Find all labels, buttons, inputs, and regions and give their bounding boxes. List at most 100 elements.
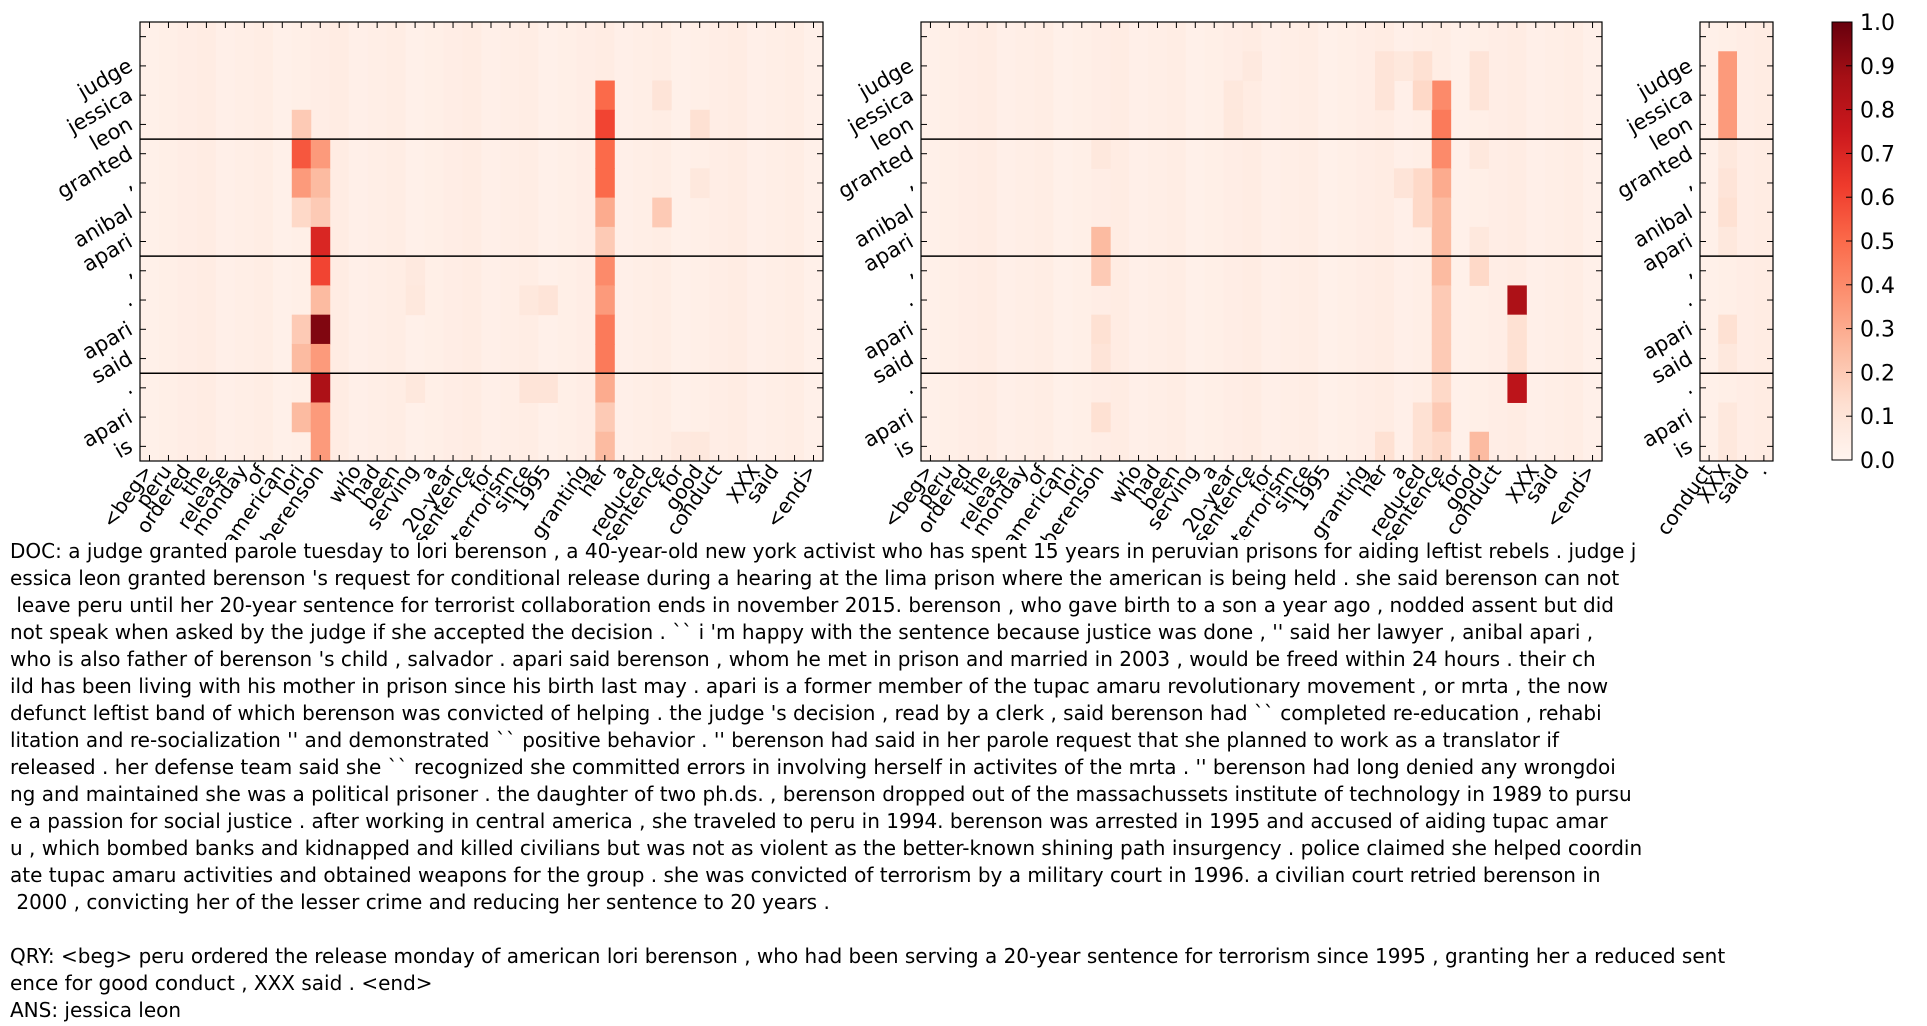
heatmap-cell xyxy=(1469,431,1489,462)
colorbar: 1.0 0.9 0.8 0.7 0.6 0.5 0.4 0.3 0.2 0.1 0.0 xyxy=(1831,11,1895,474)
heatmap-cell xyxy=(1412,168,1433,199)
heatmap-column xyxy=(1261,22,1281,461)
heatmap-cell xyxy=(1091,343,1111,374)
heatmap-cell xyxy=(1718,226,1737,257)
heatmap-column xyxy=(177,22,198,461)
heatmap-cell xyxy=(310,373,331,403)
doc-line: DOC: a judge granted parole tuesday to l… xyxy=(10,539,1637,563)
heatmap-column xyxy=(367,22,388,461)
heatmap-cell xyxy=(1431,343,1452,374)
heatmap-column xyxy=(462,22,482,461)
heatmap-cell xyxy=(595,373,615,403)
heatmap-cell xyxy=(1431,402,1452,433)
heatmap-cell xyxy=(690,109,710,140)
heatmap-cell xyxy=(1469,139,1489,169)
heatmap-cell xyxy=(1412,80,1433,111)
heatmap-column xyxy=(1337,22,1357,461)
query-line: ence for good conduct , XXX said . <end> xyxy=(10,971,433,995)
heatmap-cell xyxy=(1393,168,1414,199)
heatmap-cell xyxy=(1718,51,1737,82)
heatmap-cell xyxy=(291,197,312,228)
heatmap-cell xyxy=(519,373,539,403)
heatmap-column xyxy=(1242,22,1262,461)
heatmap-column xyxy=(481,22,501,461)
heatmap-cell xyxy=(1469,80,1489,111)
colorbar-tick-label: 0.6 xyxy=(1860,186,1895,211)
heatmap-column xyxy=(1185,22,1206,461)
attention-panel-1: judgejessicaleongranted,anibalapari,.apa… xyxy=(53,21,824,540)
heatmap-cell xyxy=(1375,80,1395,111)
heatmap-column xyxy=(1015,22,1035,461)
heatmap-column xyxy=(939,22,960,461)
heatmap-column xyxy=(348,22,369,461)
heatmap-cell xyxy=(595,402,615,433)
colorbar-tick-label: 0.7 xyxy=(1860,142,1895,167)
answer-line: ANS: jessica leon xyxy=(10,998,182,1022)
heatmap-column xyxy=(1545,22,1565,461)
heatmap-cell xyxy=(595,109,615,140)
heatmap-cell xyxy=(1718,402,1737,433)
heatmap-column xyxy=(1564,22,1584,461)
heatmap-cell xyxy=(1507,343,1527,374)
heatmap-cell xyxy=(310,431,331,462)
y-tick-label: , xyxy=(1679,171,1697,195)
heatmap-cell xyxy=(1469,226,1489,257)
heatmap-column xyxy=(1072,22,1092,461)
heatmap-cell xyxy=(1091,314,1111,345)
heatmap-column xyxy=(519,22,539,461)
heatmap-cell xyxy=(595,226,615,257)
heatmap-cell xyxy=(1718,109,1737,140)
colorbar-tick-label: 0.4 xyxy=(1860,274,1895,299)
heatmap-cell xyxy=(1431,197,1452,228)
heatmap-cell xyxy=(405,256,426,286)
heatmap-cell xyxy=(671,431,691,462)
heatmap-column xyxy=(652,22,672,461)
heatmap-column xyxy=(557,22,577,461)
heatmap-cell xyxy=(1091,139,1111,169)
heatmap-cell xyxy=(595,256,615,286)
heatmap-cell xyxy=(1375,51,1395,82)
heatmap-cell xyxy=(310,168,331,199)
heatmap-cell xyxy=(1507,373,1527,403)
heatmap-cell xyxy=(595,80,615,111)
heatmap-cell xyxy=(595,285,615,316)
doc-line: ate tupac amaru activities and obtained … xyxy=(10,863,1601,887)
heatmap-cell xyxy=(1412,431,1433,462)
colorbar-tick-label: 1.0 xyxy=(1860,11,1895,36)
doc-line: essica leon granted berenson 's request … xyxy=(10,566,1620,590)
heatmap-column xyxy=(386,22,407,461)
heatmap-cell xyxy=(1507,285,1527,316)
colorbar-tick-label: 0.5 xyxy=(1860,230,1895,255)
heatmap-cell xyxy=(310,285,331,316)
heatmap-column xyxy=(728,22,748,461)
heatmap-column xyxy=(633,22,653,461)
doc-line: not speak when asked by the judge if she… xyxy=(10,620,1594,644)
heatmap-cell xyxy=(595,343,615,374)
heatmap-cell xyxy=(1242,51,1262,82)
doc-text: DOC: a judge granted parole tuesday to l… xyxy=(10,538,1920,916)
heatmap-cell xyxy=(1375,431,1395,462)
heatmap-cell xyxy=(310,226,331,257)
y-tick-label: , xyxy=(119,171,137,195)
heatmap-cell xyxy=(1718,80,1737,111)
heatmap-cell xyxy=(1718,139,1737,169)
heatmap-cell xyxy=(1091,256,1111,286)
colorbar-tick-label: 0.9 xyxy=(1860,55,1895,80)
doc-line: who is also father of berenson 's child … xyxy=(10,647,1596,671)
heatmap-cell xyxy=(405,285,426,316)
y-tick-label: . xyxy=(900,288,918,312)
heatmap-column xyxy=(1204,22,1225,461)
y-tick-label: . xyxy=(1679,288,1697,312)
heatmap-column xyxy=(1700,22,1719,461)
heatmap-cell xyxy=(595,431,615,462)
heatmap-column xyxy=(804,22,824,461)
colorbar-tick-label: 0.1 xyxy=(1860,405,1895,430)
heatmap-column xyxy=(158,22,179,461)
heatmap-column xyxy=(1393,22,1414,461)
heatmap-cell xyxy=(291,402,312,433)
x-tick-label: . xyxy=(1749,460,1772,479)
heatmap-column xyxy=(443,22,464,461)
heatmap-cell xyxy=(690,431,710,462)
heatmap-column xyxy=(538,22,558,461)
query-text: QRY: <beg> peru ordered the release mond… xyxy=(10,943,1920,997)
